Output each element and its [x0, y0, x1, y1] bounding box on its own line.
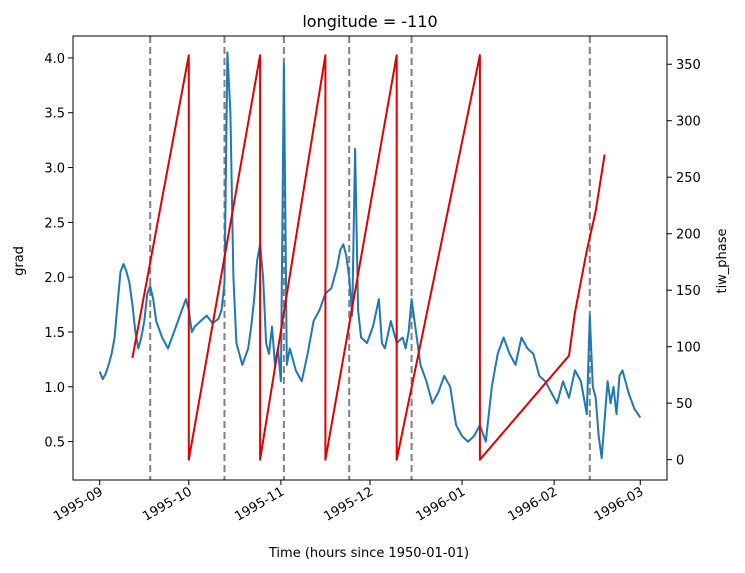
- grad-line: [98, 51, 642, 460]
- left-tick-label: 3.5: [44, 107, 65, 122]
- x-tick-label: 1995-12: [321, 484, 376, 524]
- right-tick-label: 150: [676, 284, 701, 299]
- x-tick-label: 1995-10: [140, 484, 195, 524]
- chart-title: longitude = -110: [302, 12, 437, 31]
- axes-frame: [72, 35, 668, 481]
- vertical-marker-lines: [149, 36, 591, 480]
- left-tick-label: 4.0: [44, 52, 65, 67]
- right-y-axis: 0 50 100 150 200 250 300 350: [667, 58, 701, 469]
- x-axis-label: Time (hours since 1950-01-01): [268, 546, 469, 561]
- x-tick-label: 1996-01: [414, 484, 469, 524]
- right-tick-label: 100: [676, 341, 701, 356]
- x-axis: 1995-09 1995-10 1995-11 1995-12 1996-01 1996-…: [51, 480, 646, 525]
- grad-series: [98, 51, 642, 460]
- right-tick-label: 300: [676, 115, 701, 130]
- left-tick-label: 3.0: [44, 162, 65, 177]
- x-tick-label: 1996-02: [506, 484, 561, 524]
- right-tick-label: 50: [676, 397, 693, 412]
- plot-frame: [72, 35, 668, 481]
- left-tick-label: 0.5: [44, 436, 65, 451]
- right-tick-label: 200: [676, 228, 701, 243]
- x-tick-label: 1996-03: [592, 484, 647, 524]
- right-tick-label: 250: [676, 171, 701, 186]
- left-y-axis: 0.5 1.0 1.5 2.0 2.5 3.0 3.5 4.0: [44, 52, 73, 451]
- left-tick-label: 2.5: [44, 216, 65, 231]
- y-axis-label-right: tiw_phase: [715, 228, 730, 293]
- left-tick-label: 2.0: [44, 271, 65, 286]
- tiw-phase-series: [131, 54, 606, 461]
- right-tick-label: 0: [676, 454, 684, 469]
- y-axis-label-left: grad: [12, 246, 27, 276]
- tiw-phase-line: [131, 54, 606, 461]
- x-tick-label: 1995-09: [51, 484, 106, 524]
- x-tick-label: 1995-11: [232, 484, 287, 524]
- left-tick-label: 1.0: [44, 381, 65, 396]
- left-tick-label: 1.5: [44, 326, 65, 341]
- right-tick-label: 350: [676, 58, 701, 73]
